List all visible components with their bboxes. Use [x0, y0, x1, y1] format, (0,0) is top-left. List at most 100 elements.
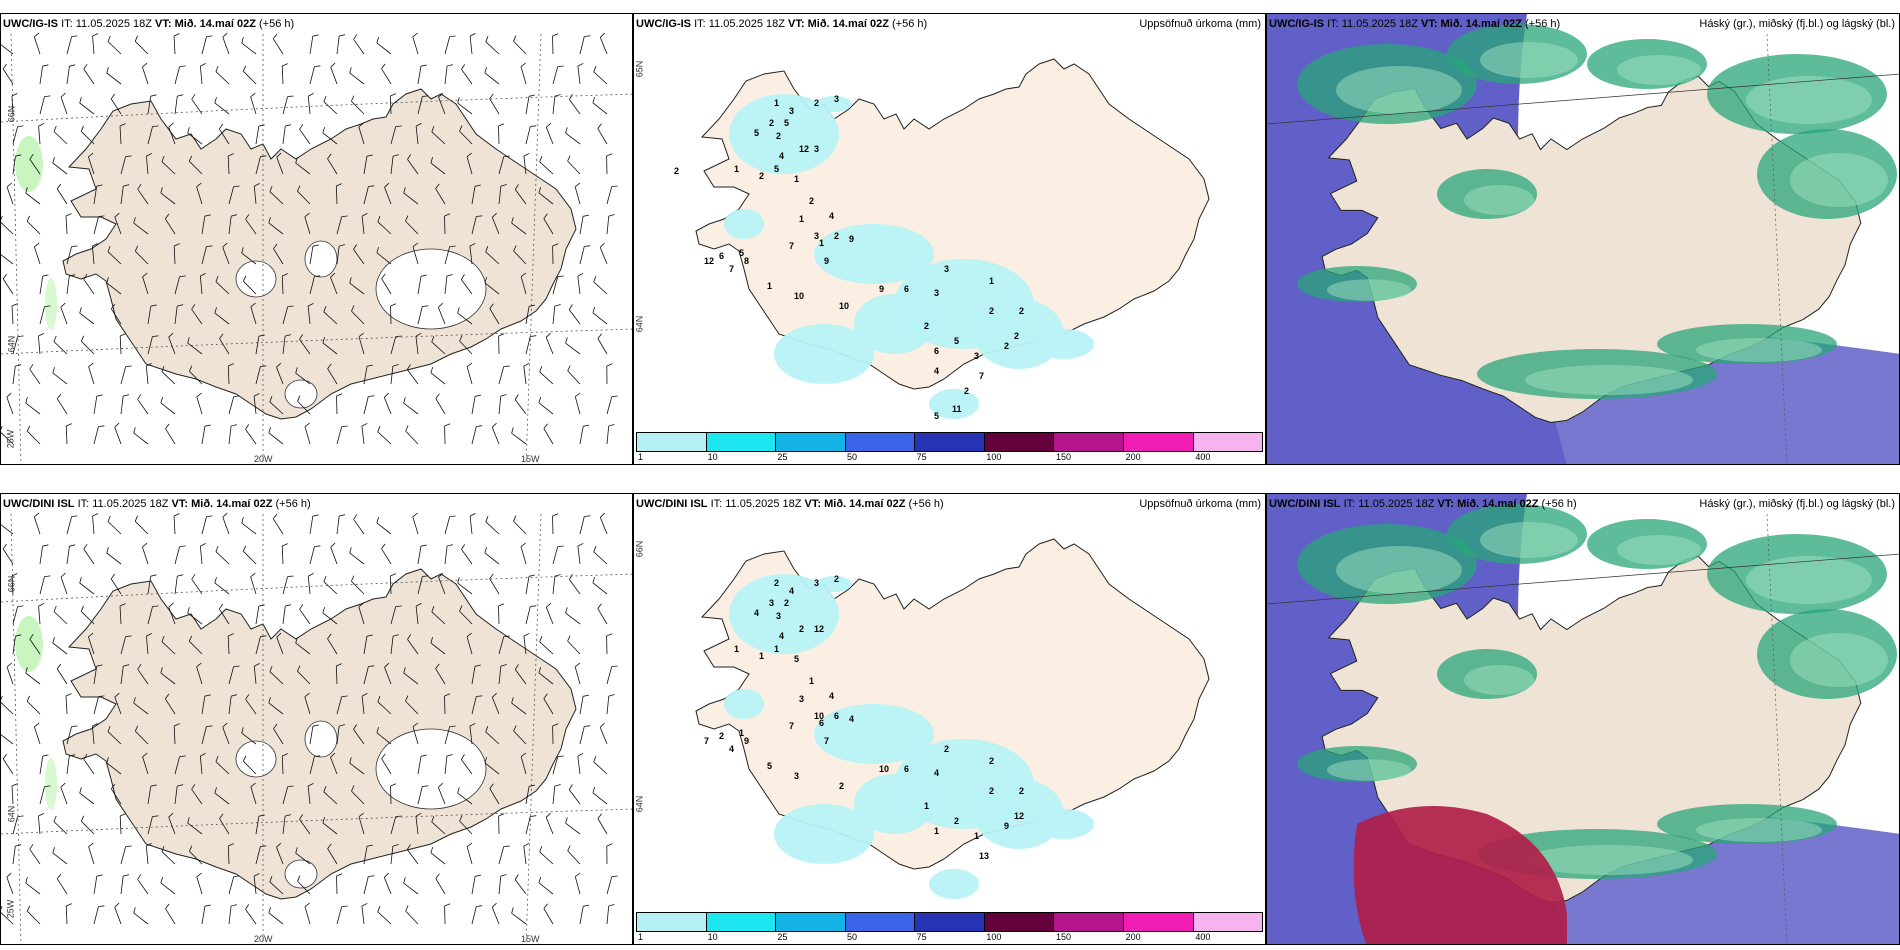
precip-value: 1	[819, 238, 824, 248]
precip-value: 2	[799, 624, 804, 634]
precip-value: 7	[824, 736, 829, 746]
colorbar-tick: 400	[1195, 932, 1211, 942]
precip-value: 6	[904, 284, 909, 294]
wind-panel-bottom: UWC/DINI ISL IT: 11.05.2025 18Z VT: Mið.…	[0, 493, 633, 945]
precip-value: 2	[1004, 341, 1009, 351]
precip-value: 4	[729, 744, 734, 754]
colorbar-tick: 1	[638, 452, 644, 462]
precip-value: 7	[704, 736, 709, 746]
colorbar-swatch	[1054, 433, 1124, 451]
precip-value: 7	[979, 371, 984, 381]
cloud-map	[1267, 494, 1899, 944]
precip-value: 2	[834, 231, 839, 241]
colorbar-swatch	[776, 433, 846, 451]
precip-value: 4	[934, 768, 939, 778]
grid-label-20w: 20W	[254, 934, 273, 944]
colorbar-swatch	[845, 913, 916, 931]
wind-panel-top: UWC/IG-IS IT: 11.05.2025 18Z VT: Mið. 14…	[0, 13, 633, 465]
colorbar-swatch	[984, 913, 1055, 931]
precip-value: 3	[769, 598, 774, 608]
precip-value: 3	[974, 351, 979, 361]
colorbar-tick: 200	[1125, 452, 1141, 462]
colorbar-swatch	[706, 433, 777, 451]
precip-value: 2	[839, 781, 844, 791]
precip-value: 3	[834, 94, 839, 104]
colorbar-tick: 75	[916, 932, 927, 942]
precip-value: 7	[789, 241, 794, 251]
precip-value: 13	[979, 851, 989, 861]
precip-value: 4	[829, 691, 834, 701]
grid-label-64n-b: 64N	[634, 795, 645, 813]
precip-value: 9	[1004, 821, 1009, 831]
precip-value: 4	[789, 586, 794, 596]
precip-value: 6	[819, 718, 824, 728]
precip-panel-top: UWC/IG-IS IT: 11.05.2025 18Z VT: Mið. 14…	[633, 13, 1266, 465]
precip-panel-subtitle: Uppsöfnuð úrkoma (mm)	[1139, 498, 1261, 510]
precip-value: 2	[1014, 331, 1019, 341]
precip-value: 2	[674, 166, 679, 176]
precip-value: 2	[784, 598, 789, 608]
precip-value: 2	[989, 306, 994, 316]
precip-value: 3	[794, 771, 799, 781]
precip-value: 5	[754, 128, 759, 138]
colorbar-ticks: 1 10 25 50 75 100 150 200 400	[636, 452, 1263, 464]
colorbar-tick: 100	[986, 452, 1002, 462]
colorbar-swatch	[776, 913, 846, 931]
precip-value: 4	[754, 608, 759, 618]
precip-value: 6	[834, 711, 839, 721]
precip-value: 2	[776, 131, 781, 141]
precip-value: 3	[934, 288, 939, 298]
wind-map	[1, 32, 632, 464]
precip-value: 1	[794, 174, 799, 184]
precip-value: 1	[924, 801, 929, 811]
precip-value: 9	[824, 256, 829, 266]
precip-value: 3	[814, 144, 819, 154]
colorbar-tick: 100	[986, 932, 1002, 942]
grid-label-66n-b: 66N	[634, 540, 645, 558]
colorbar	[636, 432, 1263, 452]
precip-value: 3	[799, 694, 804, 704]
colorbar-tick: 400	[1195, 452, 1211, 462]
precip-value: 9	[879, 284, 884, 294]
cloud-panel-title: UWC/IG-IS IT: 11.05.2025 18Z VT: Mið. 14…	[1269, 18, 1561, 30]
colorbar-tick: 50	[847, 452, 858, 462]
colorbar-swatch	[984, 433, 1055, 451]
cloud-panel-title: UWC/DINI ISL IT: 11.05.2025 18Z VT: Mið.…	[1269, 498, 1577, 510]
precip-value: 2	[1019, 306, 1024, 316]
precip-value: 7	[729, 264, 734, 274]
precip-value: 6	[719, 251, 724, 261]
precip-value: 12	[704, 256, 714, 266]
colorbar	[636, 912, 1263, 932]
colorbar-swatch	[706, 913, 777, 931]
precip-value: 4	[829, 211, 834, 221]
precip-value: 3	[944, 264, 949, 274]
precip-value: 10	[794, 291, 804, 301]
precip-panel-title: UWC/DINI ISL IT: 11.05.2025 18Z VT: Mið.…	[636, 498, 944, 510]
precip-value: 1	[809, 676, 814, 686]
colorbar-swatch	[1054, 913, 1124, 931]
precip-value: 9	[744, 736, 749, 746]
grid-label-64n: 64N	[6, 335, 17, 353]
colorbar-swatch	[915, 433, 985, 451]
precip-value: 3	[814, 578, 819, 588]
cloud-panel-top: UWC/IG-IS IT: 11.05.2025 18Z VT: Mið. 14…	[1266, 13, 1900, 465]
colorbar-tick: 25	[777, 932, 788, 942]
precip-value: 2	[954, 816, 959, 826]
precip-value: 5	[767, 761, 772, 771]
colorbar-swatch	[1193, 433, 1263, 451]
colorbar-tick: 75	[916, 452, 927, 462]
precip-value: 4	[779, 631, 784, 641]
colorbar-tick: 200	[1125, 932, 1141, 942]
precip-value: 2	[759, 171, 764, 181]
precip-value: 1	[739, 728, 744, 738]
precip-panel-title: UWC/IG-IS IT: 11.05.2025 18Z VT: Mið. 14…	[636, 18, 928, 30]
precip-value: 2	[814, 98, 819, 108]
precip-value: 2	[774, 578, 779, 588]
grid-label-66n: 66N	[6, 575, 17, 593]
precip-value: 1	[774, 644, 779, 654]
precip-value: 3	[789, 106, 794, 116]
precip-value: 5	[774, 164, 779, 174]
grid-label-15w: 15W	[521, 454, 540, 464]
precip-value: 1	[799, 214, 804, 224]
